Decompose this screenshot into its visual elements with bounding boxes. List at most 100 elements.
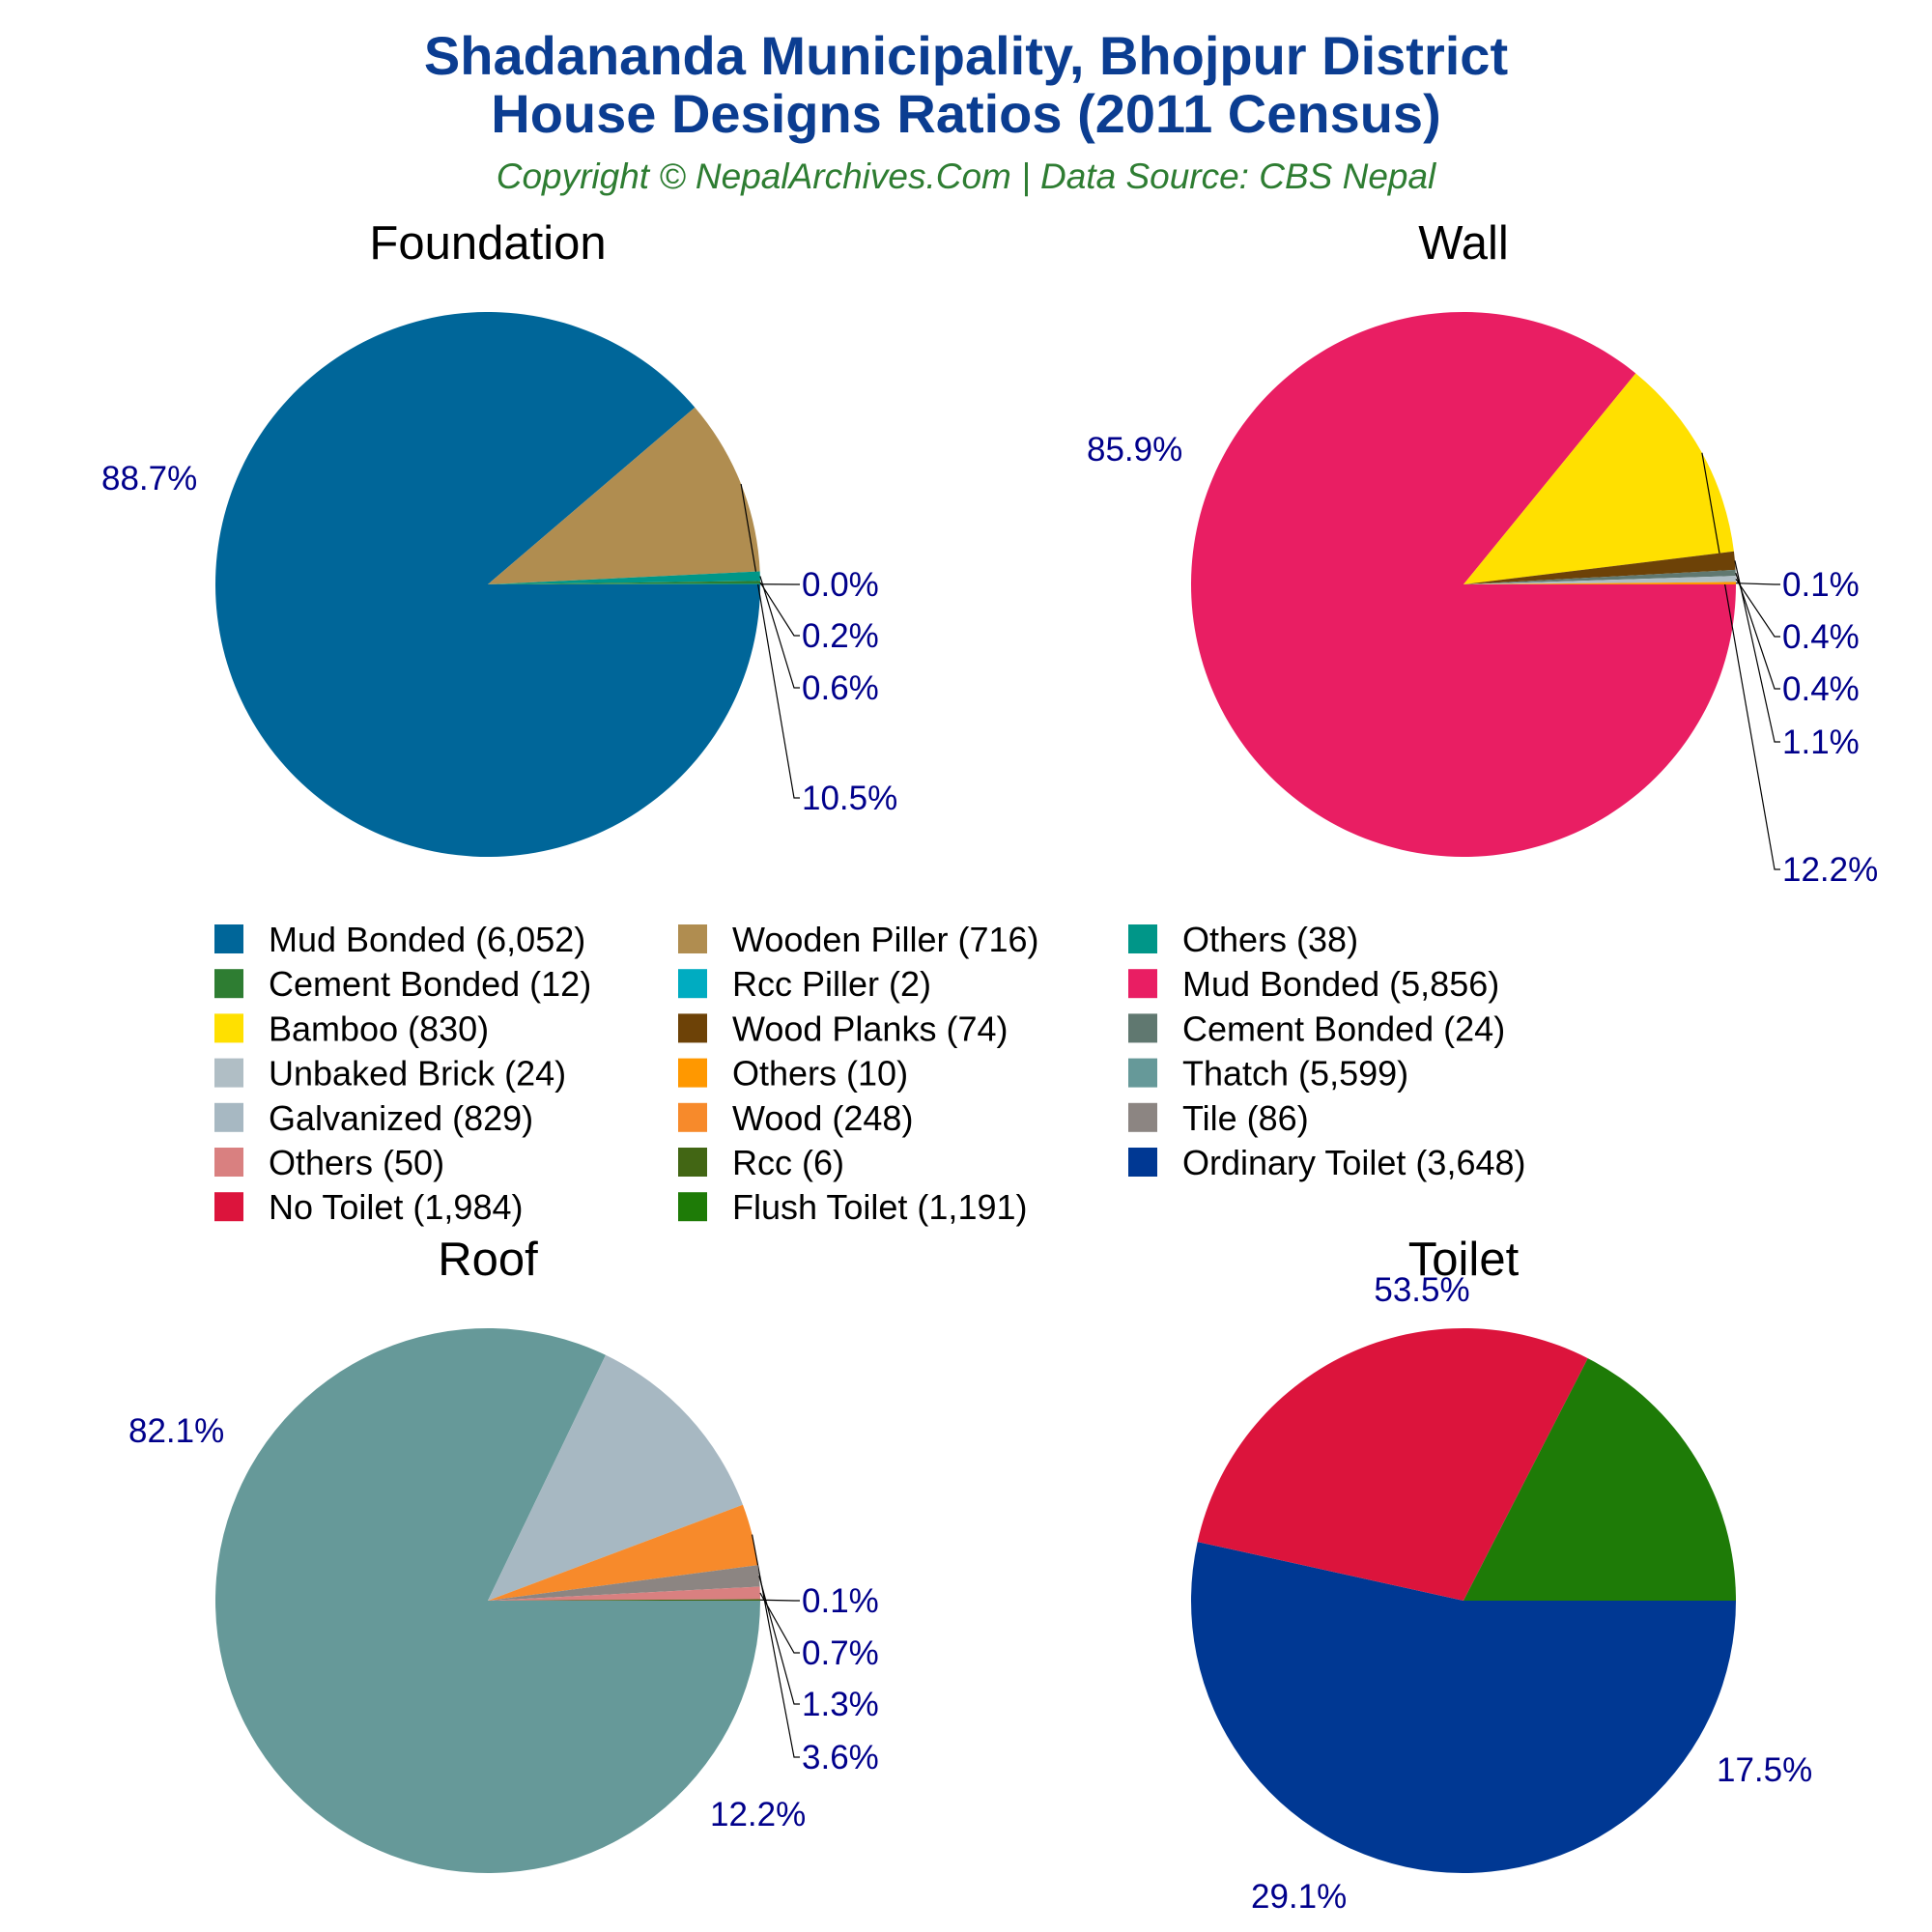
percent-label: 53.5% [1374, 1271, 1469, 1309]
legend-swatch [214, 1148, 243, 1177]
label-leader-line [759, 1592, 800, 1654]
percent-label: 1.3% [802, 1686, 879, 1723]
legend-item: Wood (248) [678, 1098, 913, 1138]
percent-label: 0.4% [1782, 670, 1860, 708]
legend-label: Galvanized (829) [269, 1098, 533, 1138]
legend-swatch [678, 969, 707, 999]
legend-swatch [214, 1058, 243, 1088]
legend-item: Mud Bonded (6,052) [214, 920, 585, 959]
pie-slice-wood [488, 1504, 758, 1601]
pie-chart-roof: Roof 82.1% 12.2% 3.6% 1.3% 0.7% 0.1% [128, 1234, 879, 1874]
legend-swatch [214, 924, 243, 953]
pie-slice-cement-bonded [488, 581, 760, 584]
chart-title: Roof [438, 1234, 538, 1286]
legend-swatch [1128, 1148, 1157, 1177]
legend-swatch [214, 969, 243, 999]
pie-slice-no-toilet [1197, 1327, 1588, 1601]
legend-label: Flush Toilet (1,191) [732, 1187, 1028, 1227]
legend-label: Unbaked Brick (24) [269, 1054, 566, 1094]
pie-slice-mud-bonded [1191, 312, 1736, 857]
chart-title: Toilet [1408, 1234, 1520, 1286]
figure-subtitle: Copyright © NepalArchives.Com | Data Sou… [497, 156, 1437, 196]
legend-label: Cement Bonded (24) [1182, 1009, 1505, 1048]
label-leader-line [1734, 560, 1780, 743]
legend-item: Rcc (6) [678, 1143, 844, 1182]
pie-chart-wall: Wall 85.9% 12.2% 1.1% 0.4% 0.4% 0.1% [1087, 217, 1878, 889]
legend-swatch [678, 1013, 707, 1043]
legend-label: Wooden Piller (716) [732, 920, 1039, 959]
percent-label: 17.5% [1717, 1751, 1812, 1789]
label-leader-line [1735, 578, 1780, 638]
pie-slice-others [1463, 582, 1736, 584]
legend-item: Cement Bonded (24) [1128, 1009, 1505, 1048]
legend-swatch [678, 1148, 707, 1177]
legend-item: No Toilet (1,984) [214, 1187, 523, 1227]
label-leader-line [751, 1534, 800, 1758]
legend-item: Galvanized (829) [214, 1098, 533, 1138]
percent-label: 85.9% [1087, 431, 1182, 469]
label-leader-line [759, 582, 800, 637]
legend-item: Mud Bonded (5,856) [1128, 964, 1499, 1004]
percent-label: 0.4% [1782, 618, 1860, 656]
legend-item: Ordinary Toilet (3,648) [1128, 1143, 1526, 1182]
legend: Mud Bonded (6,052) Cement Bonded (12) Bamb… [214, 920, 1526, 1227]
legend-item: Others (50) [214, 1143, 444, 1182]
label-leader-line [759, 576, 800, 689]
legend-swatch [1128, 1058, 1157, 1088]
figure-title-line2: House Designs Ratios (2011 Census) [491, 83, 1440, 144]
legend-item: Tile (86) [1128, 1098, 1309, 1138]
pie-chart-foundation: Foundation 88.7% 10.5% 0.6% 0.2% 0.0% [101, 217, 897, 858]
pie-slice-ordinary-toilet [1190, 1542, 1736, 1873]
legend-label: Tile (86) [1182, 1098, 1309, 1138]
percent-label: 0.6% [802, 669, 879, 707]
percent-label: 0.1% [802, 1582, 879, 1620]
percent-label: 10.5% [802, 780, 897, 817]
legend-label: No Toilet (1,984) [269, 1187, 523, 1227]
label-leader-line [1735, 572, 1780, 690]
legend-item: Rcc Piller (2) [678, 964, 931, 1004]
legend-swatch [214, 1192, 243, 1222]
percent-label: 12.2% [1782, 851, 1878, 889]
legend-swatch [678, 924, 707, 953]
pie-slice-thatch [214, 1328, 760, 1874]
legend-label: Mud Bonded (5,856) [1182, 964, 1499, 1004]
label-leader-line [1735, 582, 1780, 585]
chart-title: Foundation [369, 217, 606, 270]
legend-label: Others (50) [269, 1143, 444, 1182]
percent-label: 0.7% [802, 1634, 879, 1672]
percent-label: 0.0% [802, 566, 879, 604]
legend-swatch [214, 1013, 243, 1043]
percent-label: 0.2% [802, 617, 879, 655]
legend-label: Bamboo (830) [269, 1009, 489, 1048]
pie-slice-others [488, 571, 760, 584]
legend-item: Unbaked Brick (24) [214, 1054, 566, 1094]
legend-item: Others (38) [1128, 920, 1358, 959]
legend-label: Wood (248) [732, 1098, 913, 1138]
legend-label: Others (10) [732, 1054, 908, 1094]
pie-slice-cement-bonded [1463, 569, 1736, 584]
pie-charts: Foundation 88.7% 10.5% 0.6% 0.2% 0.0% Wall 85.9… [101, 217, 1878, 1916]
legend-item: Wood Planks (74) [678, 1009, 1008, 1048]
percent-label: 3.6% [802, 1739, 879, 1776]
legend-label: Mud Bonded (6,052) [269, 920, 585, 959]
legend-label: Rcc Piller (2) [732, 964, 931, 1004]
percent-label: 29.1% [1251, 1878, 1347, 1916]
pie-slice-others [488, 1586, 760, 1601]
legend-swatch [678, 1102, 707, 1132]
percent-label: 12.2% [710, 1796, 806, 1833]
legend-swatch [1128, 924, 1157, 953]
label-leader-line [758, 1576, 800, 1705]
pie-slice-wood-planks [1463, 551, 1736, 584]
percent-label: 88.7% [101, 460, 197, 497]
pie-slice-galvanized [488, 1354, 743, 1601]
legend-swatch [1128, 1013, 1157, 1043]
label-leader-line [740, 483, 800, 799]
pie-slice-tile [488, 1565, 760, 1601]
percent-label: 0.1% [1782, 566, 1860, 604]
legend-item: Others (10) [678, 1054, 908, 1094]
legend-swatch [678, 1192, 707, 1222]
pie-slice-unbaked-brick [1463, 576, 1736, 584]
legend-label: Cement Bonded (12) [269, 964, 591, 1004]
